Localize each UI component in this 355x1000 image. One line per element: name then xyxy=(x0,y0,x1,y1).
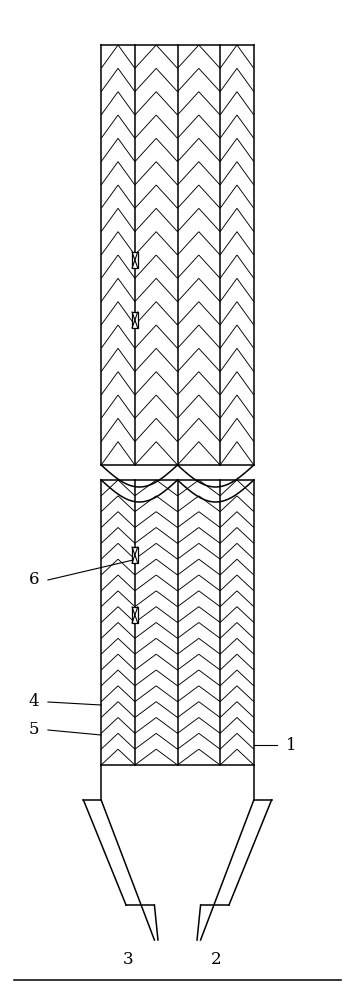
Text: 3: 3 xyxy=(122,952,133,968)
Bar xyxy=(132,607,138,623)
Text: 6: 6 xyxy=(28,572,39,588)
Bar xyxy=(132,547,138,563)
Text: 1: 1 xyxy=(286,736,296,754)
Text: 4: 4 xyxy=(28,694,39,710)
Bar xyxy=(101,45,254,465)
Bar xyxy=(132,252,138,268)
Bar xyxy=(101,480,254,765)
Text: 5: 5 xyxy=(28,722,39,738)
Text: 2: 2 xyxy=(211,952,222,968)
Bar xyxy=(132,312,138,328)
